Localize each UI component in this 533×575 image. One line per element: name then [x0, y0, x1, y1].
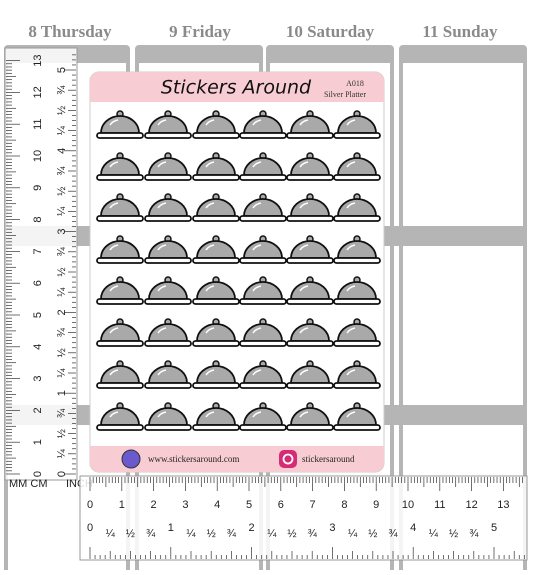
- ruler-label: 1: [56, 390, 68, 396]
- ruler-label: ¾: [56, 166, 68, 176]
- ruler-label: 3: [32, 376, 44, 382]
- ruler-label: 2: [249, 522, 255, 534]
- ruler-label: 10: [32, 150, 44, 162]
- day-header: 10 Saturday: [286, 22, 375, 41]
- ruler-label: ¼: [56, 368, 68, 378]
- day-header: 9 Friday: [169, 22, 231, 41]
- ruler-label: ¾: [56, 85, 68, 95]
- ruler-label: ¾: [56, 246, 68, 256]
- ruler-label: ¼: [56, 448, 68, 458]
- ruler-label: 2: [151, 499, 157, 511]
- ruler-label: 8: [341, 499, 347, 511]
- ruler-label: 5: [56, 67, 68, 73]
- ruler-label: 5: [246, 499, 252, 511]
- ruler-label: 3: [56, 229, 68, 235]
- ruler-label: 6: [32, 280, 44, 286]
- left-ruler: MM CM INCH 0123456789101112130¼½¾1¼½¾2¼½…: [4, 47, 93, 490]
- instagram: stickersaround: [302, 454, 355, 464]
- ruler-label: 3: [329, 522, 335, 534]
- instagram-icon: [279, 450, 297, 468]
- ruler-label: ¾: [388, 528, 398, 540]
- ruler-label: ½: [368, 528, 377, 540]
- ruler-label: ¾: [227, 528, 237, 540]
- ruler-label: 7: [32, 248, 44, 254]
- ruler-label: 7: [310, 499, 316, 511]
- ruler-label: 2: [32, 407, 44, 413]
- ruler-label: 1: [119, 499, 125, 511]
- ruler-label: ¾: [56, 327, 68, 337]
- ruler-label: ½: [449, 528, 458, 540]
- ruler-label: 9: [32, 185, 44, 191]
- ruler-label: 4: [56, 148, 68, 154]
- ruler-label: 0: [87, 522, 93, 534]
- ruler-label: ½: [56, 187, 68, 196]
- ruler-label: 12: [32, 86, 44, 98]
- sheet-code: A018: [346, 79, 364, 88]
- ruler-label: 4: [214, 499, 220, 511]
- ruler-label: 1: [32, 439, 44, 445]
- ruler-label: 0: [32, 471, 44, 477]
- ruler-label: ½: [207, 528, 216, 540]
- brand: Stickers Around: [161, 77, 312, 99]
- ruler-label: 6: [278, 499, 284, 511]
- ruler-label: 4: [32, 344, 44, 350]
- ruler-label: 1: [168, 522, 174, 534]
- ruler-label: ¼: [267, 528, 277, 540]
- sheet-name: Silver Platter: [324, 90, 366, 99]
- ruler-label: ½: [126, 528, 135, 540]
- ruler-label: ¼: [429, 528, 439, 540]
- ruler-label: 9: [373, 499, 379, 511]
- ruler-label: ¼: [106, 528, 116, 540]
- sticker-sheet: Stickers Around A018 Silver Platter www.…: [89, 71, 385, 473]
- ruler-label: ¾: [146, 528, 156, 540]
- ruler-label: ¼: [56, 206, 68, 216]
- ruler-label: ¼: [56, 287, 68, 297]
- ruler-label: 13: [497, 499, 509, 511]
- ruler-label: ½: [56, 267, 68, 276]
- ruler-label: 0: [87, 499, 93, 511]
- ruler-label: 5: [32, 312, 44, 318]
- ruler-label: 11: [434, 499, 445, 511]
- globe-icon: [121, 449, 141, 469]
- ruler-label: ¼: [348, 528, 358, 540]
- ruler-label: 0: [56, 471, 68, 477]
- ruler-label: 5: [491, 522, 497, 534]
- day-header: 8 Thursday: [28, 22, 112, 41]
- ruler-label: 13: [32, 54, 44, 66]
- day-header: 11 Sunday: [422, 22, 498, 41]
- website: www.stickersaround.com: [148, 454, 239, 464]
- ruler-unit: MM CM: [9, 478, 48, 490]
- ruler-label: ¾: [308, 528, 318, 540]
- ruler-label: 3: [182, 499, 188, 511]
- ruler-label: ¾: [56, 408, 68, 418]
- ruler-label: ¼: [186, 528, 196, 540]
- ruler-label: 10: [402, 499, 414, 511]
- ruler-label: ½: [56, 348, 68, 357]
- bottom-ruler: 0 1 2 3 4 5 6 7 8 9 10 11 12 130 ¼ ½ ¾ 1 ¼ ½ ¾ 2 ¼ ½ ¾ 3 ¼ ½ ¾ 4 ¼ ½ ¾ 5: [79, 475, 528, 561]
- ruler-label: ¾: [469, 528, 479, 540]
- ruler-label: 4: [410, 522, 416, 534]
- ruler-label: ½: [287, 528, 296, 540]
- ruler-label: 8: [32, 217, 44, 223]
- ruler-label: 11: [32, 118, 44, 129]
- ruler-label: ½: [56, 429, 68, 438]
- ruler-label: 2: [56, 309, 68, 315]
- ruler-label: 12: [465, 499, 477, 511]
- ruler-label: ¼: [56, 125, 68, 135]
- ruler-label: ½: [56, 106, 68, 115]
